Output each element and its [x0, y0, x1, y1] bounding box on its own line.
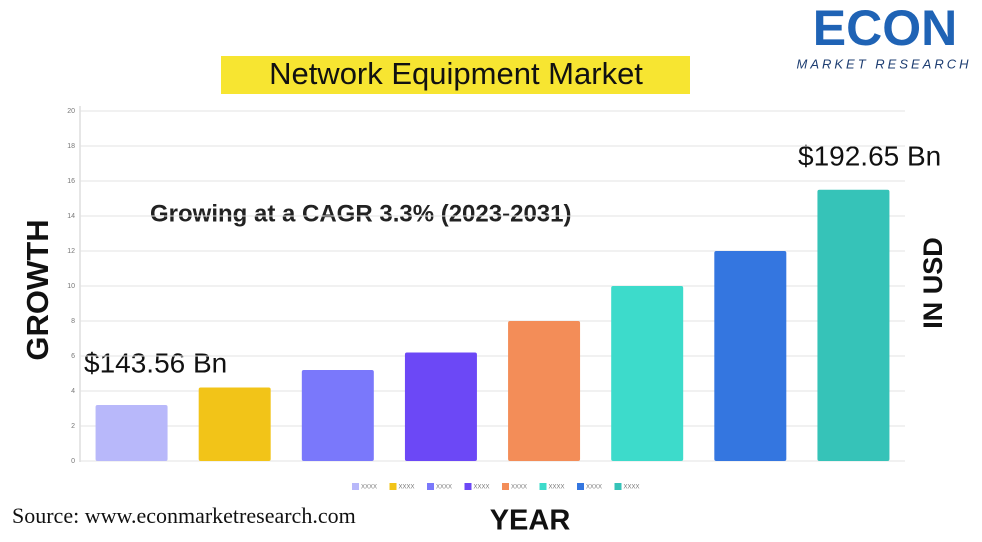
- legend-label: XXXX: [549, 485, 565, 491]
- legend-swatch: [577, 483, 584, 490]
- start-value-annotation: $143.56 Bn: [84, 347, 227, 378]
- bar: [301, 370, 374, 461]
- legend-swatch: [614, 483, 622, 490]
- bar: [95, 405, 168, 461]
- bar: [198, 387, 271, 461]
- y-tick-label: 20: [67, 108, 75, 115]
- legend-label: XXXX: [399, 485, 415, 491]
- y-axis-label: GROWTH: [20, 219, 55, 360]
- legend-swatch: [502, 483, 509, 490]
- bar: [611, 286, 684, 461]
- y-tick-label: 0: [71, 458, 75, 465]
- bar: [817, 189, 890, 461]
- y-tick-label: 10: [67, 283, 75, 290]
- title-highlight: [221, 56, 690, 94]
- cagr-annotation: Growing at a CAGR 3.3% (2023-2031): [150, 200, 571, 227]
- x-axis-label: YEAR: [490, 505, 571, 537]
- y2-axis-label: IN USD: [918, 237, 948, 329]
- y-tick-label: 2: [71, 423, 75, 430]
- y-tick-label: 12: [67, 248, 75, 255]
- legend-label: XXXX: [624, 485, 640, 491]
- legend-label: XXXX: [474, 485, 490, 491]
- bar: [714, 251, 787, 461]
- y-tick-label: 4: [71, 388, 75, 395]
- end-value-annotation: $192.65 Bn: [798, 140, 941, 171]
- y-tick-label: 6: [71, 353, 75, 360]
- y-tick-label: 16: [67, 178, 75, 185]
- bar: [508, 321, 581, 461]
- legend-swatch: [539, 483, 547, 490]
- legend-label: XXXX: [511, 485, 527, 491]
- logo-tagline: MARKET RESEARCH: [796, 56, 971, 71]
- y-tick-label: 8: [71, 318, 75, 325]
- legend-swatch: [427, 483, 434, 490]
- legend-label: XXXX: [361, 485, 377, 491]
- chart-title: Network Equipment Market: [269, 56, 643, 91]
- logo-name: ECON: [813, 0, 957, 56]
- legend-swatch: [389, 483, 397, 490]
- bar: [404, 352, 477, 461]
- legend-label: XXXX: [586, 485, 602, 491]
- legend-label: XXXX: [436, 485, 452, 491]
- y-tick-label: 18: [67, 143, 75, 150]
- y-tick-label: 14: [67, 213, 75, 220]
- legend-swatch: [352, 483, 359, 490]
- source: Source: www.econmarketresearch.com: [12, 503, 356, 528]
- legend-swatch: [464, 483, 472, 490]
